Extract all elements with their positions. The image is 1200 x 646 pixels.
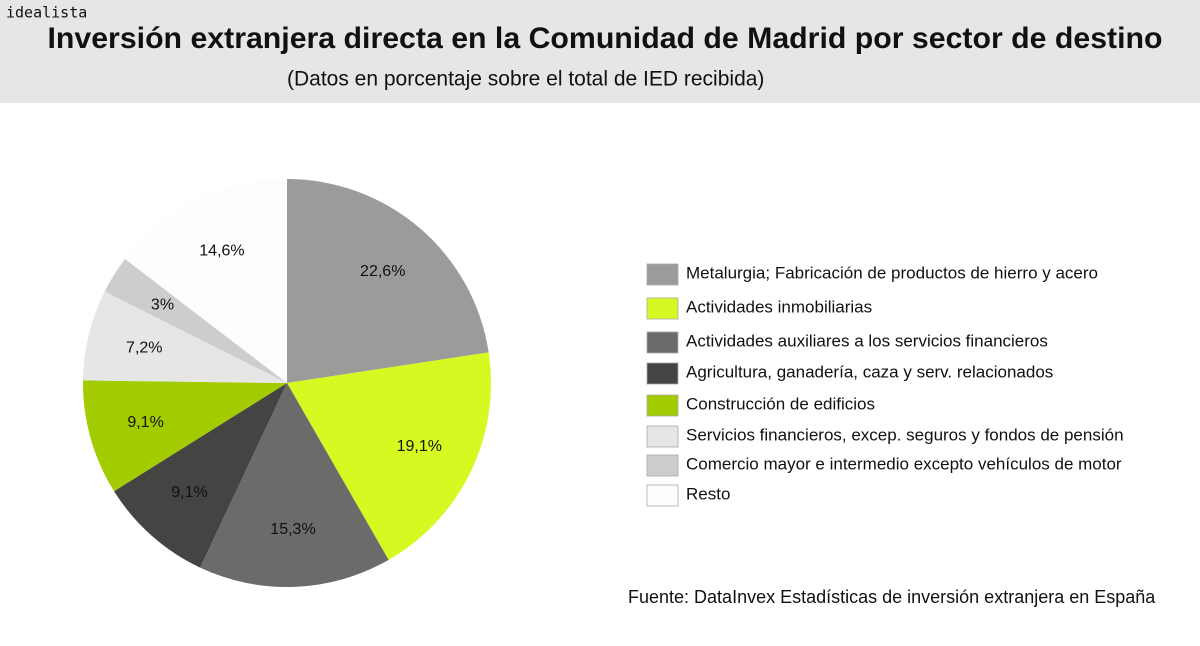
- chart-subtitle: (Datos en porcentaje sobre el total de I…: [287, 68, 764, 91]
- pie-slice: [114, 383, 287, 568]
- pie-slice: [83, 291, 287, 383]
- slice-label: 19,1%: [397, 438, 442, 455]
- slice-label: 7,2%: [126, 339, 162, 356]
- brand: idealista: [6, 4, 87, 22]
- pie-slice: [200, 383, 389, 587]
- slice-label: 15,3%: [270, 521, 315, 538]
- legend-label: Metalurgia; Fabricación de productos de …: [686, 263, 1098, 282]
- legend-label: Agricultura, ganadería, caza y serv. rel…: [686, 362, 1053, 381]
- legend-swatch: [646, 454, 679, 477]
- legend-swatch: [646, 331, 679, 354]
- legend-label: Actividades auxiliares a los servicios f…: [686, 331, 1048, 350]
- source: Fuente: DataInvex Estadísticas de invers…: [628, 587, 1156, 607]
- pie-slice: [287, 179, 489, 383]
- pie-slice: [287, 352, 492, 560]
- slice-label: 9,1%: [171, 484, 207, 501]
- slice-label: 14,6%: [199, 243, 244, 260]
- legend-swatch: [646, 362, 679, 385]
- legend-swatch: [646, 263, 679, 286]
- legend-swatch: [646, 394, 679, 417]
- header-band: [0, 0, 1200, 103]
- pie-slice: [83, 380, 287, 492]
- chart-title: Inversión extranjera directa en la Comun…: [48, 22, 1163, 55]
- legend-label: Servicios financieros, excep. seguros y …: [686, 425, 1124, 444]
- legend-label: Actividades inmobiliarias: [686, 297, 872, 316]
- slice-label: 22,6%: [360, 263, 405, 280]
- legend-label: Comercio mayor e intermedio excepto vehí…: [686, 454, 1122, 473]
- slice-label: 3%: [151, 296, 174, 313]
- legend-label: Resto: [686, 484, 730, 503]
- legend-swatch: [646, 425, 679, 448]
- slice-label: 9,1%: [127, 414, 163, 431]
- legend-swatch: [646, 484, 679, 507]
- pie-slice: [125, 179, 287, 383]
- legend-label: Construcción de edificios: [686, 394, 875, 413]
- legend-swatch: [646, 297, 679, 320]
- pie-slice: [104, 258, 288, 383]
